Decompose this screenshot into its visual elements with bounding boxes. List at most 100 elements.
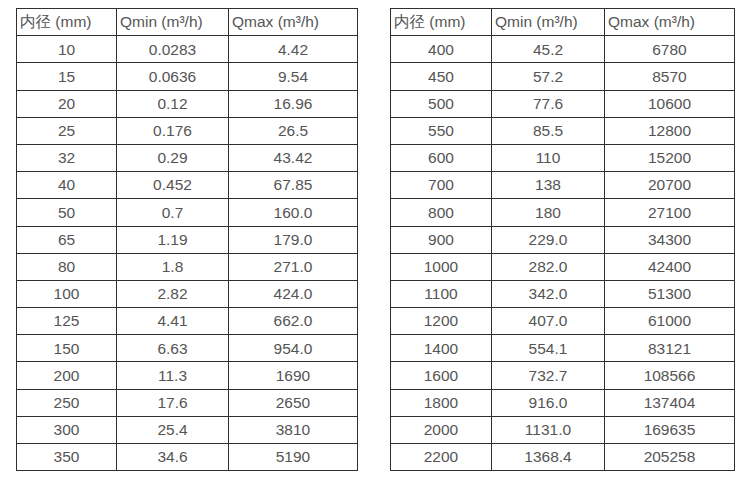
qmin-cell: 0.12 [117,90,229,117]
qmin-cell: 229.0 [492,226,605,253]
qmax-cell: 61000 [605,308,735,335]
column-header-qmin: Qmin (m³/h) [117,9,229,36]
diameter-cell: 500 [391,90,492,117]
qmax-cell: 8570 [605,63,735,90]
diameter-cell: 1100 [391,280,492,307]
qmin-cell: 6.63 [117,335,229,362]
table-header: 内径 (mm)Qmin (m³/h)Qmax (m³/h) [391,9,735,36]
table-row: 400.45267.85 [17,172,358,199]
qmin-cell: 180 [492,199,605,226]
qmin-cell: 85.5 [492,117,605,144]
qmin-cell: 0.176 [117,117,229,144]
diameter-cell: 200 [17,362,117,389]
table-row: 20011.31690 [17,362,358,389]
diameter-cell: 32 [17,144,117,171]
diameter-cell: 350 [17,444,117,471]
qmax-cell: 20700 [605,172,735,199]
qmin-cell: 45.2 [492,36,605,63]
table-row: 55085.512800 [391,117,735,144]
table-row: 1800916.0137404 [391,389,735,416]
qmax-cell: 16.96 [229,90,358,117]
table-row: 80018027100 [391,199,735,226]
qmin-cell: 17.6 [117,389,229,416]
qmax-cell: 12800 [605,117,735,144]
qmax-cell: 954.0 [229,335,358,362]
table-body: 40045.2678045057.2857050077.61060055085.… [391,36,735,471]
qmin-cell: 282.0 [492,253,605,280]
diameter-cell: 400 [391,36,492,63]
qmax-cell: 26.5 [229,117,358,144]
qmin-cell: 0.0283 [117,36,229,63]
qmax-cell: 10600 [605,90,735,117]
qmin-cell: 25.4 [117,416,229,443]
diameter-cell: 1600 [391,362,492,389]
qmax-cell: 4.42 [229,36,358,63]
diameter-cell: 10 [17,36,117,63]
table-row: 1506.63954.0 [17,335,358,362]
table-row: 320.2943.42 [17,144,358,171]
table-header: 内径 (mm)Qmin (m³/h)Qmax (m³/h) [17,9,358,36]
qmax-cell: 179.0 [229,226,358,253]
header-row: 内径 (mm)Qmin (m³/h)Qmax (m³/h) [391,9,735,36]
table-row: 1600732.7108566 [391,362,735,389]
diameter-cell: 50 [17,199,117,226]
table-row: 801.8271.0 [17,253,358,280]
qmin-cell: 407.0 [492,308,605,335]
table-row: 20001131.0169635 [391,416,735,443]
qmax-cell: 43.42 [229,144,358,171]
qmax-cell: 2650 [229,389,358,416]
table-row: 70013820700 [391,172,735,199]
column-header-qmax: Qmax (m³/h) [229,9,358,36]
table-row: 1002.82424.0 [17,280,358,307]
qmax-cell: 137404 [605,389,735,416]
qmax-cell: 6780 [605,36,735,63]
qmin-cell: 554.1 [492,335,605,362]
qmax-cell: 5190 [229,444,358,471]
qmin-cell: 138 [492,172,605,199]
qmin-cell: 916.0 [492,389,605,416]
qmin-cell: 1.8 [117,253,229,280]
qmax-cell: 169635 [605,416,735,443]
qmin-cell: 1.19 [117,226,229,253]
qmax-cell: 83121 [605,335,735,362]
diameter-cell: 100 [17,280,117,307]
diameter-cell: 25 [17,117,117,144]
table-row: 50077.610600 [391,90,735,117]
table-row: 1400554.183121 [391,335,735,362]
diameter-cell: 150 [17,335,117,362]
diameter-cell: 450 [391,63,492,90]
qmin-cell: 1368.4 [492,444,605,471]
diameter-cell: 80 [17,253,117,280]
diameter-cell: 900 [391,226,492,253]
diameter-cell: 2000 [391,416,492,443]
qmin-cell: 732.7 [492,362,605,389]
diameter-cell: 15 [17,63,117,90]
diameter-cell: 700 [391,172,492,199]
qmax-cell: 67.85 [229,172,358,199]
table-row: 30025.43810 [17,416,358,443]
column-header-qmin: Qmin (m³/h) [492,9,605,36]
flow-range-tables: 内径 (mm)Qmin (m³/h)Qmax (m³/h) 100.02834.… [0,0,750,471]
table-row: 35034.65190 [17,444,358,471]
qmax-cell: 205258 [605,444,735,471]
qmin-cell: 2.82 [117,280,229,307]
qmin-cell: 342.0 [492,280,605,307]
qmax-cell: 51300 [605,280,735,307]
diameter-cell: 800 [391,199,492,226]
diameter-cell: 1400 [391,335,492,362]
qmax-cell: 1690 [229,362,358,389]
table-row: 651.19179.0 [17,226,358,253]
diameter-cell: 1000 [391,253,492,280]
table-body: 100.02834.42150.06369.54200.1216.96250.1… [17,36,358,471]
qmin-cell: 1131.0 [492,416,605,443]
table-row: 40045.26780 [391,36,735,63]
qmin-cell: 34.6 [117,444,229,471]
diameter-cell: 125 [17,308,117,335]
qmin-cell: 77.6 [492,90,605,117]
qmin-cell: 57.2 [492,63,605,90]
table-row: 1100342.051300 [391,280,735,307]
qmax-cell: 271.0 [229,253,358,280]
qmax-cell: 424.0 [229,280,358,307]
qmax-cell: 108566 [605,362,735,389]
qmin-cell: 0.452 [117,172,229,199]
